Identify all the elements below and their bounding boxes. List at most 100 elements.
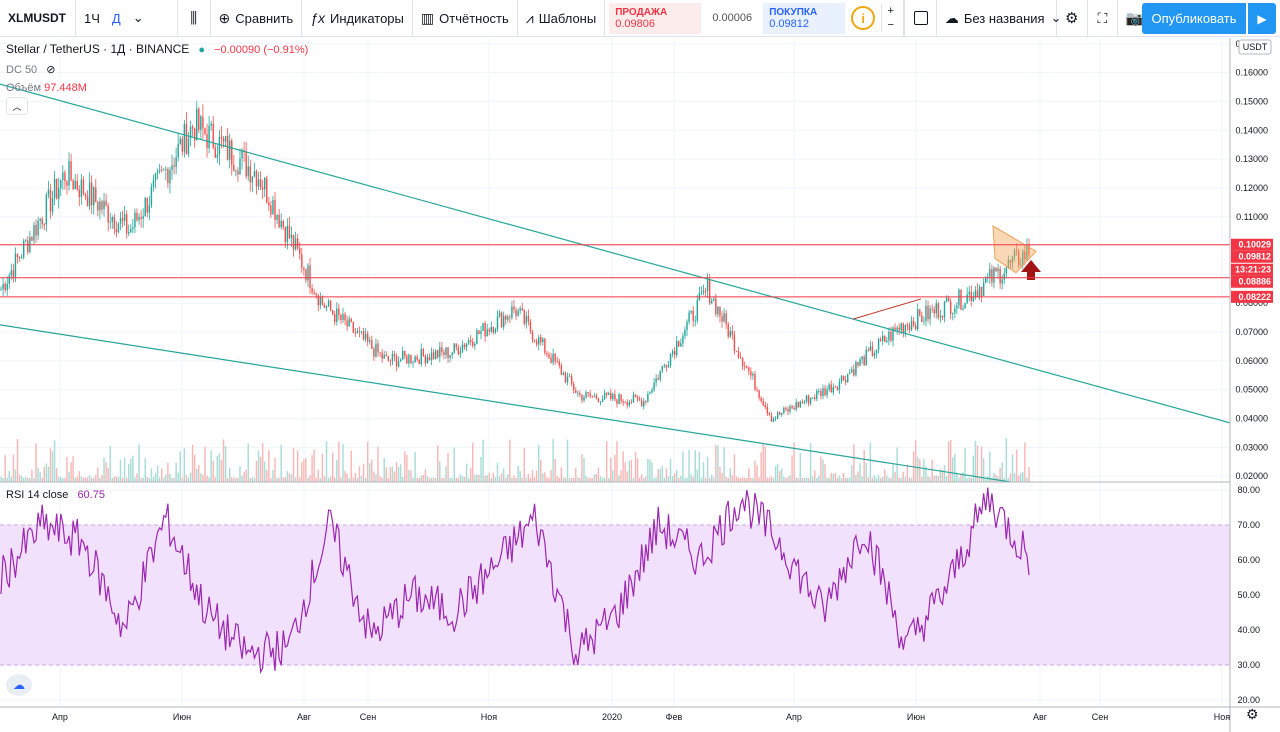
candle-body [187,138,190,155]
candle-body [496,316,499,330]
volume-bar [952,457,954,482]
candle-body [816,390,818,399]
volume-bar [488,472,490,482]
candle-body [453,343,455,353]
volume-bar [776,463,779,482]
collapse-legend-button[interactable]: ︿ [6,97,28,115]
compare-button[interactable]: ⊕ Сравнить [211,0,303,37]
volume-bar [1011,454,1014,482]
candle-body [241,150,243,159]
layout-menu-button[interactable]: ☁ Без названия ⌄ [937,0,1061,37]
horizontal-levels[interactable] [0,244,1230,298]
candle-body [294,238,297,250]
drawings[interactable] [0,83,1230,483]
time-axis[interactable]: Апр Июн Авг Сен Ноя 2020 Фев Апр Июн Авг Сен Ноя [52,712,1230,722]
volume-bar [704,477,707,482]
candle-body [86,196,89,207]
volume-bar [492,472,495,482]
interval-selector[interactable]: 1Ч Д ⌄ [76,0,178,37]
volume-bar [1005,438,1008,482]
candle-body [799,401,802,408]
candle-body [362,331,365,340]
rsi-axis[interactable]: 80.00 70.00 60.00 50.00 40.00 30.00 20.00 [1237,485,1260,705]
financials-button[interactable]: ▥ Отчётность [413,0,518,37]
settings-button[interactable]: ⚙ [1057,0,1088,37]
fullscreen-toggle[interactable] [904,0,937,37]
candle-body [146,197,149,213]
volume-bar [399,464,402,482]
snapshot-button[interactable]: 📷 [1118,0,1150,37]
templates-button[interactable]: ⩘ Шаблоны [518,0,606,37]
volume-bar [884,469,886,482]
volume-bar [581,454,583,482]
volume-bar [397,467,400,482]
candle-body [319,297,322,306]
minus-icon[interactable]: − [887,19,894,31]
volume-bar [389,466,392,482]
candle-body [226,135,229,160]
plus-icon[interactable]: + [887,5,894,17]
indicators-button[interactable]: ƒx Индикаторы [302,0,413,37]
rsi-band [0,525,1230,665]
candle-body [222,138,225,142]
candle-body [651,389,653,393]
chevron-down-icon[interactable]: ⌄ [132,10,144,25]
candle-body [690,310,692,313]
volume-bar [995,474,997,482]
volume-bar [364,477,367,482]
volume-bar [125,477,128,482]
eye-off-icon[interactable]: ⊘ [46,64,56,76]
candle-body [239,158,241,175]
price-tick-label: 0.08000 [1235,298,1268,308]
volume-bar [270,477,272,482]
candle-body [270,205,272,215]
candle-body [976,290,979,298]
volume-bar [57,477,60,482]
candle-body [548,354,550,358]
fullscreen-button[interactable]: ⛶ [1088,0,1119,37]
volume-bar [690,474,692,482]
volume-bar [706,456,709,482]
volume-bar [717,445,719,482]
symbol-search-button[interactable]: XLMUSDT [0,0,76,37]
candle-body [402,350,404,360]
volume-bar [873,475,876,482]
candle-body [704,290,707,292]
candle-body [474,343,476,346]
interval-1h[interactable]: 1Ч [84,10,100,26]
candle-body [109,221,111,223]
candle-body [482,323,484,331]
chart-type-button[interactable]: ⫼ [178,0,211,37]
volume-bar [1013,472,1016,482]
candle-body [923,320,925,322]
candle-body [125,214,128,234]
volume-bar [987,476,989,482]
tradingview-logo-icon[interactable]: ☁ [6,674,32,696]
volume-bar [469,468,472,482]
volume-bar [822,459,824,482]
candle-body [793,408,795,410]
publish-play-button[interactable]: ▶ [1248,3,1276,34]
volume-bar [175,462,177,482]
interval-1d[interactable]: Д [111,10,121,26]
candle-body [929,308,931,320]
volume-bar [929,477,931,482]
volume-bar [257,450,260,482]
time-tick-label: Июн [907,712,925,722]
volume-bar [99,477,101,482]
candle-body [999,268,1001,284]
publish-button[interactable]: Опубликовать [1142,3,1246,34]
warning-icon[interactable]: i [851,6,876,30]
rsi-tick-label: 70.00 [1237,520,1260,530]
sell-button[interactable]: ПРОДАЖА 0.09806 [609,2,702,34]
buy-button[interactable]: ПОКУПКА 0.09812 [763,2,846,34]
volume-bar [53,440,56,482]
axis-settings-gear-icon[interactable]: ⚙ [1246,706,1259,722]
chart-canvas[interactable]: 0.170000.160000.150000.140000.130000.120… [0,38,1280,732]
volume-bar [476,474,478,482]
candle-body [531,331,534,341]
candle-body [426,357,429,364]
price-candles [0,101,1030,423]
quantity-stepper[interactable]: + − [881,4,899,32]
volume-bar [927,476,929,482]
